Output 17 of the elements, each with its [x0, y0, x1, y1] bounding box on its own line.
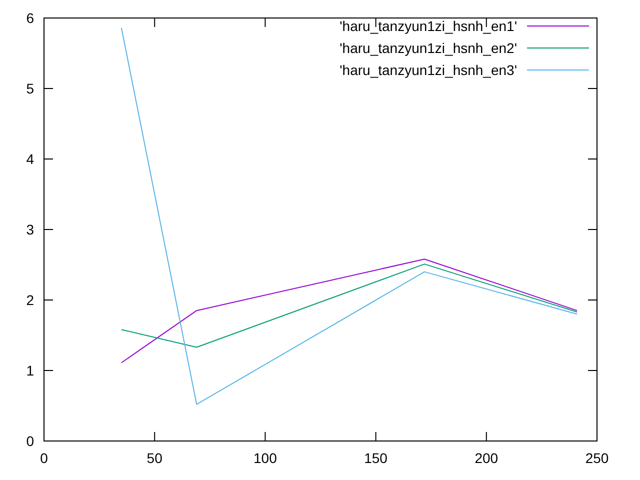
y-tick-label: 2: [26, 292, 34, 308]
legend-label: 'haru_tanzyun1zi_hsnh_en2': [340, 40, 517, 56]
y-tick-label: 1: [26, 362, 34, 378]
y-tick-label: 5: [26, 80, 34, 96]
y-tick-label: 3: [26, 221, 34, 238]
x-tick-label: 0: [40, 450, 48, 466]
y-tick-label: 4: [26, 150, 34, 167]
x-tick-label: 50: [146, 450, 163, 466]
x-tick-label: 200: [474, 450, 498, 466]
y-tick-label: 0: [26, 432, 34, 449]
legend-label: 'haru_tanzyun1zi_hsnh_en3': [340, 62, 517, 78]
line-series: [120, 264, 578, 348]
x-tick-label: 100: [254, 450, 278, 466]
legend-label: 'haru_tanzyun1zi_hsnh_en1': [340, 18, 517, 34]
x-tick-label: 250: [585, 450, 609, 466]
x-tick-label: 150: [364, 450, 388, 466]
y-tick-label: 6: [26, 10, 34, 26]
